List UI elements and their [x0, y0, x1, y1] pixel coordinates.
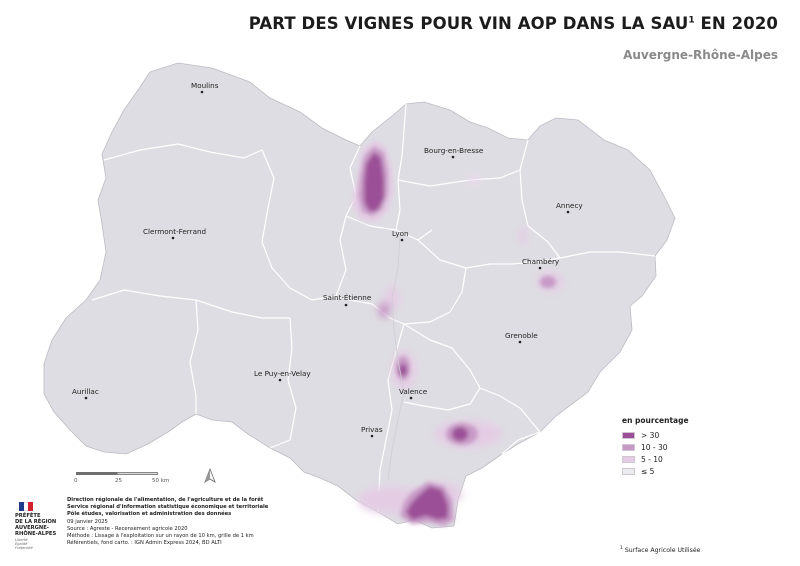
svg-text:Le Puy-en-Velay: Le Puy-en-Velay — [254, 369, 311, 378]
city-lyon: Lyon — [392, 229, 409, 242]
cities: Moulins Bourg-en-Bresse Annecy Clermont-… — [72, 81, 583, 438]
city-valence: Valence — [399, 387, 428, 400]
city-saint-etienne: Saint-Étienne — [323, 293, 372, 307]
credits: Direction régionale de l'alimentation, d… — [67, 497, 269, 547]
city-privas: Privas — [361, 425, 383, 438]
legend-swatch — [622, 431, 635, 439]
svg-text:Annecy: Annecy — [556, 201, 583, 210]
svg-text:Valence: Valence — [399, 387, 428, 396]
rhone-river — [387, 235, 405, 481]
legend-item: > 30 — [622, 429, 689, 441]
prefecture-logo: PRÉFÈTE DE LA RÉGION AUVERGNE- RHÔNE-ALP… — [15, 502, 63, 550]
city-aurillac: Aurillac — [72, 387, 99, 400]
legend-swatch — [622, 455, 635, 463]
city-moulins: Moulins — [191, 81, 219, 94]
legend-swatch — [622, 467, 635, 475]
scale-bar: 0 25 50 km — [72, 470, 172, 492]
svg-text:Privas: Privas — [361, 425, 383, 434]
legend-title: en pourcentage — [622, 416, 689, 425]
city-le-puy-en-velay: Le Puy-en-Velay — [254, 369, 311, 382]
svg-text:Bourg-en-Bresse: Bourg-en-Bresse — [424, 146, 484, 155]
svg-text:Lyon: Lyon — [392, 229, 409, 238]
vineyard-zones — [352, 140, 564, 526]
svg-text:Aurillac: Aurillac — [72, 387, 99, 396]
map-subtitle: Auvergne-Rhône-Alpes — [623, 48, 778, 62]
svg-text:Saint-Étienne: Saint-Étienne — [323, 293, 372, 302]
city-chambery: Chambéry — [522, 257, 560, 270]
legend-item: 10 - 30 — [622, 441, 689, 453]
legend-item: 5 - 10 — [622, 453, 689, 465]
legend-swatch — [622, 443, 635, 451]
city-annecy: Annecy — [556, 201, 583, 214]
footnote: 1 Surface Agricole Utilisée — [620, 546, 701, 555]
svg-text:Chambéry: Chambéry — [522, 257, 560, 266]
svg-text:Moulins: Moulins — [191, 81, 219, 90]
legend: en pourcentage > 30 10 - 30 5 - 10 ≤ 5 — [622, 416, 689, 477]
legend-item: ≤ 5 — [622, 465, 689, 477]
scale-tick: 25 — [115, 478, 122, 484]
scale-tick: 0 — [74, 478, 78, 484]
map-title: PART DES VIGNES POUR VIN AOP DANS LA SAU… — [248, 14, 778, 33]
region-outline — [43, 62, 676, 529]
city-grenoble: Grenoble — [505, 331, 538, 344]
city-clermont-ferrand: Clermont-Ferrand — [143, 227, 206, 240]
french-flag-icon — [19, 502, 34, 511]
scale-tick: 50 km — [152, 478, 170, 484]
department-borders — [91, 103, 656, 513]
svg-text:Clermont-Ferrand: Clermont-Ferrand — [143, 227, 206, 236]
north-arrow-icon — [204, 468, 216, 483]
svg-text:Grenoble: Grenoble — [505, 331, 538, 340]
city-bourg-en-bresse: Bourg-en-Bresse — [424, 146, 484, 159]
